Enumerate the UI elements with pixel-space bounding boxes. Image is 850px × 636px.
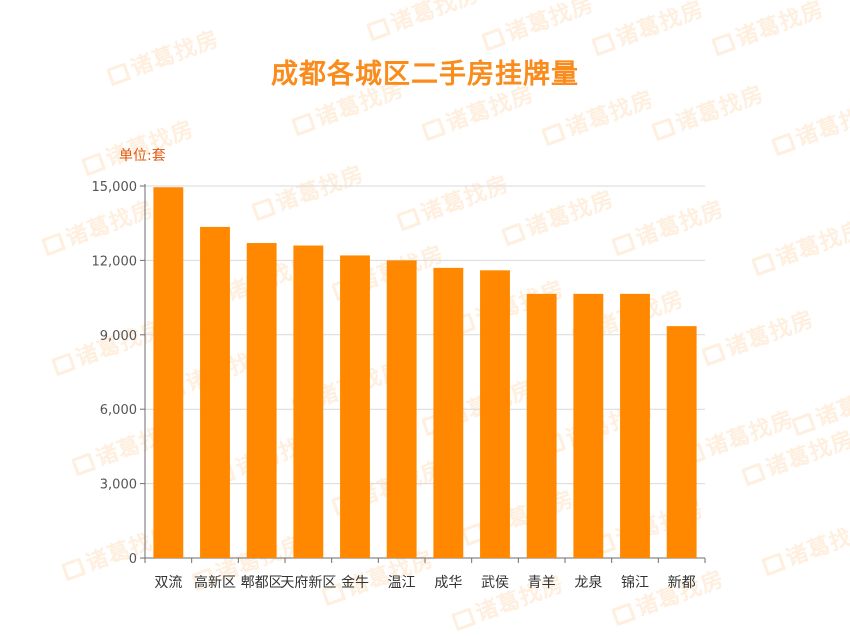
x-tick-label: 龙泉 (574, 574, 602, 591)
bar (433, 267, 464, 558)
bar (573, 293, 604, 558)
y-tick-label: 0 (129, 552, 137, 567)
bar (666, 326, 697, 558)
y-tick-label: 6,000 (100, 403, 137, 418)
x-tick-label: 成华 (434, 575, 462, 591)
x-tick-label: 金牛 (341, 575, 369, 591)
x-tick-label: 高新区 (194, 574, 236, 591)
bar (293, 245, 324, 558)
x-tick-label: 天府新区 (280, 575, 336, 591)
y-tick-label: 3,000 (100, 478, 137, 493)
x-tick-label: 双流 (154, 575, 182, 591)
x-tick-label: 锦江 (621, 574, 649, 591)
bar (386, 260, 417, 558)
bar-chart: 0 3,000 6,000 9,000 12,000 15,000 双流 高新区 郫都区天府新区… (92, 180, 706, 591)
y-tick-label: 15,000 (92, 180, 138, 195)
y-tick-label: 12,000 (92, 254, 138, 269)
y-axis-unit-label: 单位:套 (119, 148, 166, 164)
bar (480, 270, 510, 558)
x-tick-label: 温江 (388, 575, 416, 591)
x-tick-label: 武侯 (481, 575, 509, 591)
chart-title: 成都各城区二手房挂牌量 (271, 59, 579, 90)
x-tick-label: 郫都区 (241, 575, 283, 591)
x-tick-label: 青羊 (528, 575, 556, 591)
x-tick-label: 新都 (668, 575, 696, 591)
y-tick-label: 9,000 (100, 329, 137, 344)
bar (246, 243, 277, 559)
bar (340, 255, 370, 558)
bar (200, 226, 230, 559)
bar (153, 187, 184, 559)
bar (620, 293, 650, 558)
bar (526, 293, 557, 558)
